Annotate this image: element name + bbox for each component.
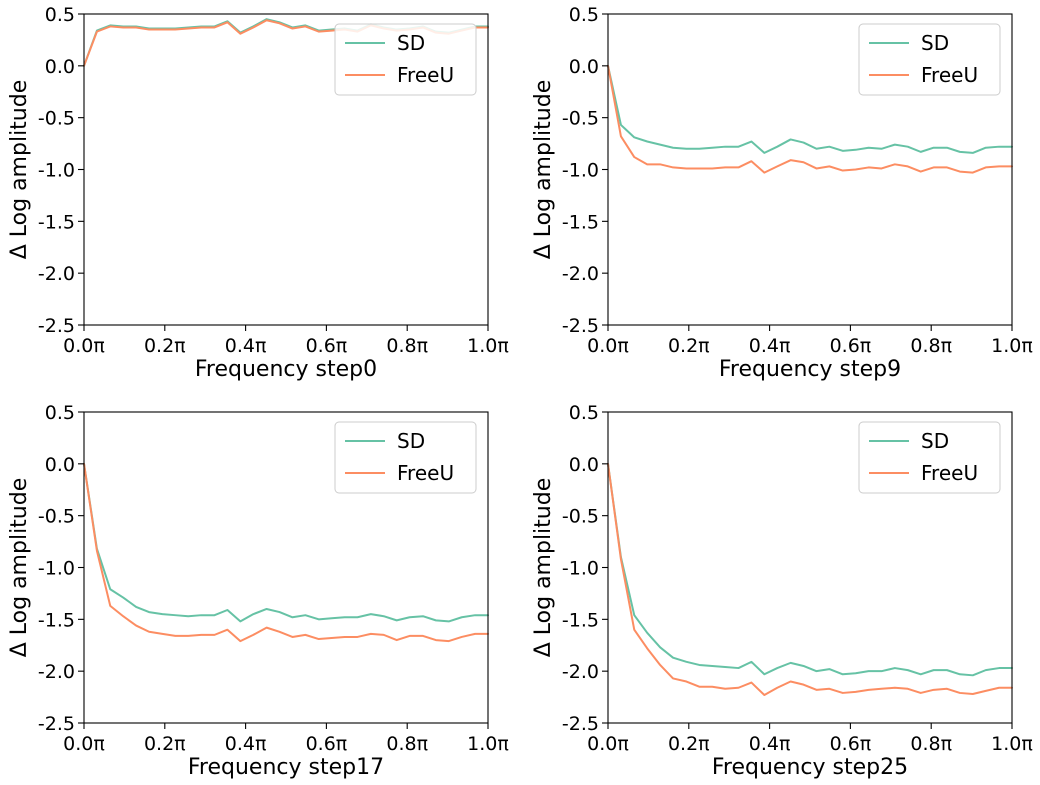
y-tick-label: -1.5	[38, 211, 75, 233]
legend-label-sd: SD	[921, 31, 949, 55]
series-line-sd	[83, 462, 489, 623]
x-tick-label: 0.0π	[587, 733, 629, 755]
x-axis-label: Frequency step25	[712, 755, 908, 780]
y-tick-label: 0.5	[45, 402, 75, 424]
legend-label-sd: SD	[397, 429, 425, 453]
legend-box	[858, 23, 1001, 96]
x-tick-label: 0.6π	[830, 733, 872, 755]
y-tick-label: -0.5	[38, 108, 75, 130]
y-tick-label: 0.0	[45, 56, 75, 78]
y-tick-label: 0.5	[569, 4, 599, 26]
legend-box	[334, 421, 477, 494]
x-tick-label: 0.8π	[386, 335, 428, 357]
x-tick-label: 0.4π	[749, 733, 791, 755]
y-tick-label: -2.0	[562, 661, 599, 683]
x-tick-label: 1.0π	[467, 733, 509, 755]
y-tick-label: -1.0	[562, 160, 599, 182]
y-tick-label: -2.5	[38, 713, 75, 735]
legend-label-freeu: FreeU	[397, 63, 454, 87]
y-tick-label: -2.5	[562, 713, 599, 735]
y-tick-label: -2.0	[38, 661, 75, 683]
legend-label-sd: SD	[397, 31, 425, 55]
x-tick-label: 0.6π	[306, 335, 348, 357]
y-tick-label: -1.0	[38, 160, 75, 182]
legend-box	[334, 23, 477, 96]
series-line-sd	[607, 64, 1013, 154]
legend-label-sd: SD	[921, 429, 949, 453]
x-tick-label: 0.8π	[910, 335, 952, 357]
y-tick-label: 0.5	[45, 4, 75, 26]
x-tick-label: 0.6π	[306, 733, 348, 755]
x-tick-label: 0.4π	[225, 335, 267, 357]
y-axis-label: Δ Log amplitude	[7, 478, 32, 658]
x-tick-label: 0.0π	[63, 733, 105, 755]
y-tick-label: -1.0	[38, 558, 75, 580]
legend-label-freeu: FreeU	[397, 461, 454, 485]
chart-panel-3: 0.5 0.0 -0.5 -1.0 -1.5 -2.0 -2.50.0π 0.2π 0.4π 0.…	[531, 402, 1033, 780]
x-tick-label: 0.8π	[386, 733, 428, 755]
x-axis-label: Frequency step9	[719, 357, 901, 382]
x-axis-label: Frequency step17	[188, 755, 384, 780]
y-tick-label: -2.0	[562, 263, 599, 285]
y-tick-label: 0.5	[569, 402, 599, 424]
x-tick-label: 0.2π	[668, 733, 710, 755]
y-axis-label: Δ Log amplitude	[531, 80, 556, 260]
x-tick-label: 1.0π	[467, 335, 509, 357]
y-tick-label: -0.5	[562, 506, 599, 528]
x-tick-label: 0.4π	[225, 733, 267, 755]
x-tick-label: 0.6π	[830, 335, 872, 357]
y-tick-label: 0.0	[569, 454, 599, 476]
series-line-freeu	[83, 462, 489, 643]
y-axis-label: Δ Log amplitude	[531, 478, 556, 658]
y-tick-label: -2.5	[562, 315, 599, 337]
chart-panel-0: 0.5 0.0 -0.5 -1.0 -1.5 -2.0 -2.50.0π 0.2π 0.4π 0.…	[7, 4, 509, 382]
x-tick-label: 0.2π	[144, 335, 186, 357]
x-tick-label: 1.0π	[991, 733, 1033, 755]
y-tick-label: -1.5	[562, 609, 599, 631]
series-line-sd	[607, 462, 1013, 677]
series-line-freeu	[607, 64, 1013, 174]
y-tick-label: -0.5	[38, 506, 75, 528]
series-line-freeu	[607, 462, 1013, 697]
x-tick-label: 0.2π	[668, 335, 710, 357]
y-tick-label: 0.0	[569, 56, 599, 78]
legend-label-freeu: FreeU	[921, 63, 978, 87]
chart-panel-1: 0.5 0.0 -0.5 -1.0 -1.5 -2.0 -2.50.0π 0.2π 0.4π 0.…	[531, 4, 1033, 382]
x-tick-label: 0.8π	[910, 733, 952, 755]
y-tick-label: -2.0	[38, 263, 75, 285]
x-axis-label: Frequency step0	[195, 357, 377, 382]
x-tick-label: 0.2π	[144, 733, 186, 755]
y-tick-label: -0.5	[562, 108, 599, 130]
legend-label-freeu: FreeU	[921, 461, 978, 485]
y-tick-label: -1.5	[38, 609, 75, 631]
x-tick-label: 0.4π	[749, 335, 791, 357]
x-tick-label: 0.0π	[63, 335, 105, 357]
y-tick-label: 0.0	[45, 454, 75, 476]
y-tick-label: -1.0	[562, 558, 599, 580]
y-tick-label: -1.5	[562, 211, 599, 233]
y-axis-label: Δ Log amplitude	[7, 80, 32, 260]
y-tick-label: -2.5	[38, 315, 75, 337]
legend-box	[858, 421, 1001, 494]
x-tick-label: 1.0π	[991, 335, 1033, 357]
x-tick-label: 0.0π	[587, 335, 629, 357]
chart-panel-2: 0.5 0.0 -0.5 -1.0 -1.5 -2.0 -2.50.0π 0.2π 0.4π 0.…	[7, 402, 509, 780]
